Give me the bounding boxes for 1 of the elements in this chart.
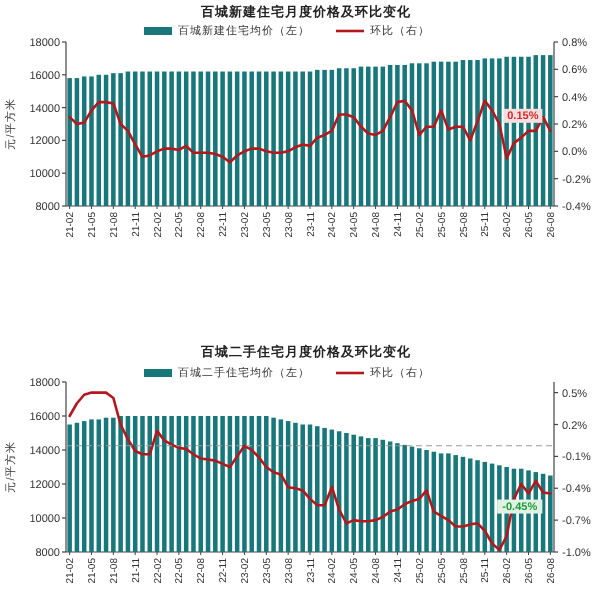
line-series	[68, 99, 552, 164]
